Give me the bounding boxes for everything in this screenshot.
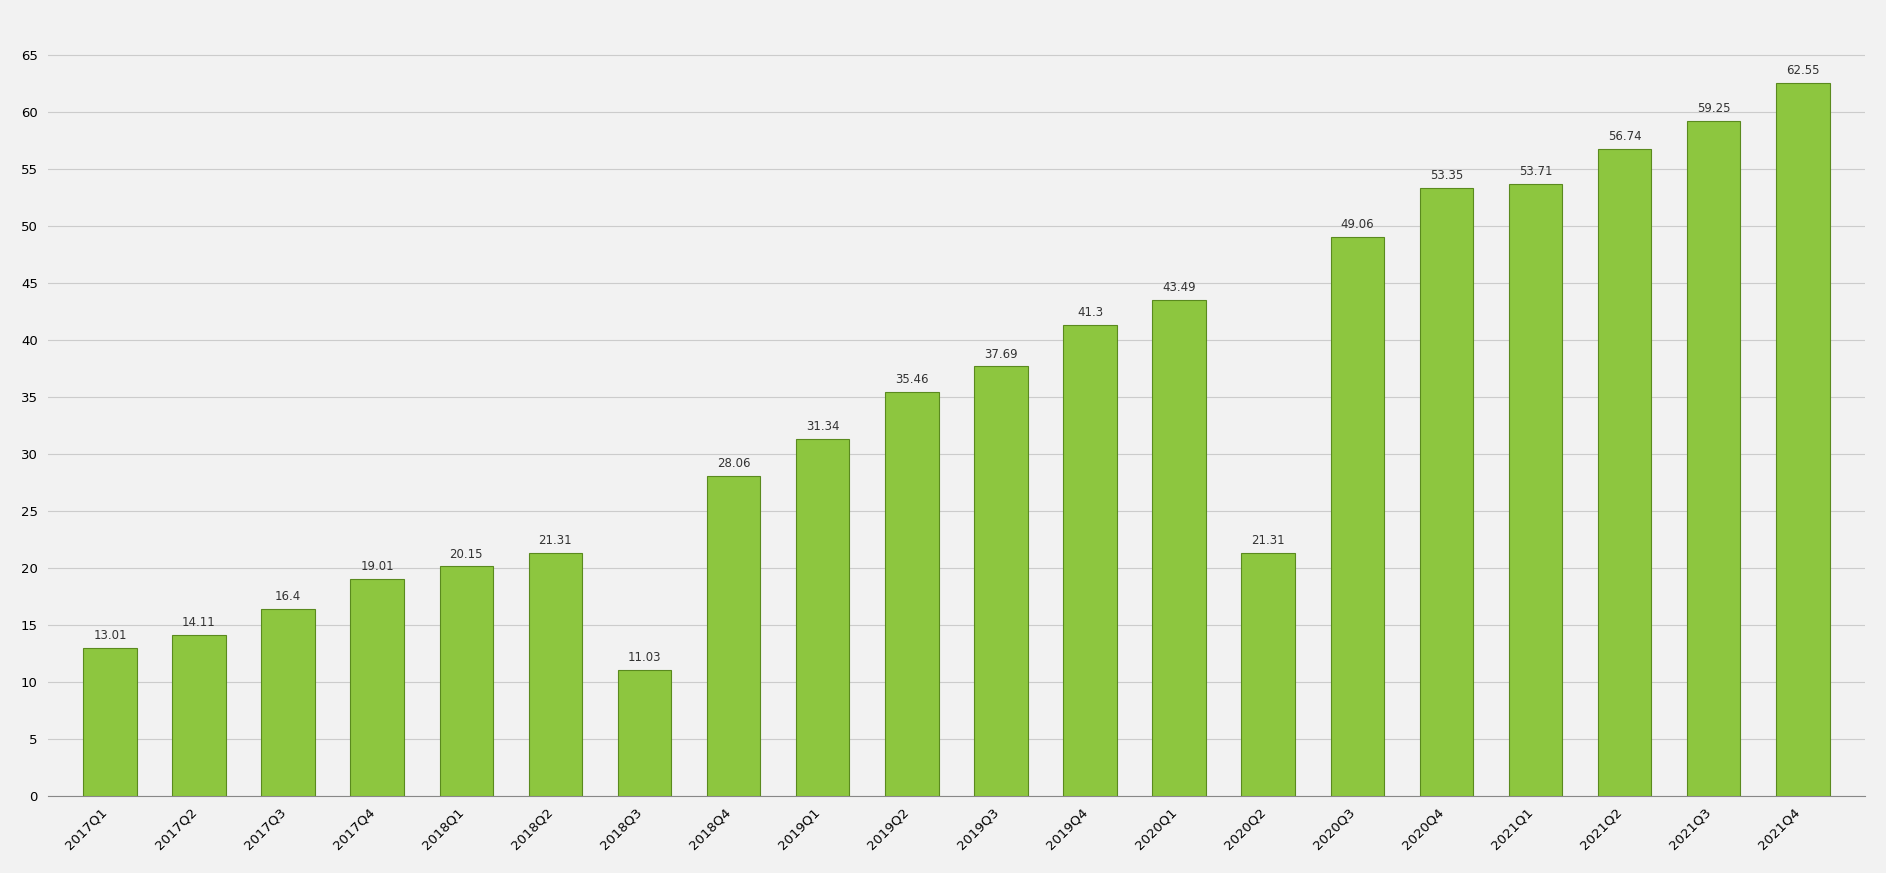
Bar [172,635,226,796]
Bar [1597,149,1652,796]
Bar [707,476,760,796]
Bar [885,392,939,796]
Text: 62.55: 62.55 [1786,65,1820,77]
Bar [83,648,136,796]
Text: 53.35: 53.35 [1430,169,1464,182]
Text: 13.01: 13.01 [92,629,126,642]
Bar [528,553,583,796]
Bar [1064,325,1117,796]
Bar [1332,237,1384,796]
Text: 16.4: 16.4 [275,590,302,603]
Bar [1509,183,1562,796]
Bar [619,670,671,796]
Text: 53.71: 53.71 [1518,165,1552,178]
Bar [1420,188,1473,796]
Bar [262,609,315,796]
Text: 43.49: 43.49 [1162,281,1196,294]
Bar [1686,120,1741,796]
Text: 21.31: 21.31 [1252,534,1284,547]
Bar [1152,300,1205,796]
Text: 37.69: 37.69 [984,347,1018,361]
Text: 35.46: 35.46 [896,373,928,386]
Text: 49.06: 49.06 [1341,218,1375,231]
Text: 19.01: 19.01 [360,560,394,574]
Text: 59.25: 59.25 [1697,102,1731,115]
Bar [975,367,1028,796]
Text: 21.31: 21.31 [539,534,571,547]
Text: 20.15: 20.15 [449,547,483,560]
Text: 41.3: 41.3 [1077,306,1103,320]
Bar [1241,553,1296,796]
Bar [1777,83,1829,796]
Bar [351,579,404,796]
Text: 31.34: 31.34 [805,420,839,433]
Bar [439,567,492,796]
Bar [796,438,849,796]
Text: 56.74: 56.74 [1607,130,1641,143]
Text: 11.03: 11.03 [628,651,662,664]
Text: 14.11: 14.11 [183,616,215,629]
Text: 28.06: 28.06 [717,457,751,471]
